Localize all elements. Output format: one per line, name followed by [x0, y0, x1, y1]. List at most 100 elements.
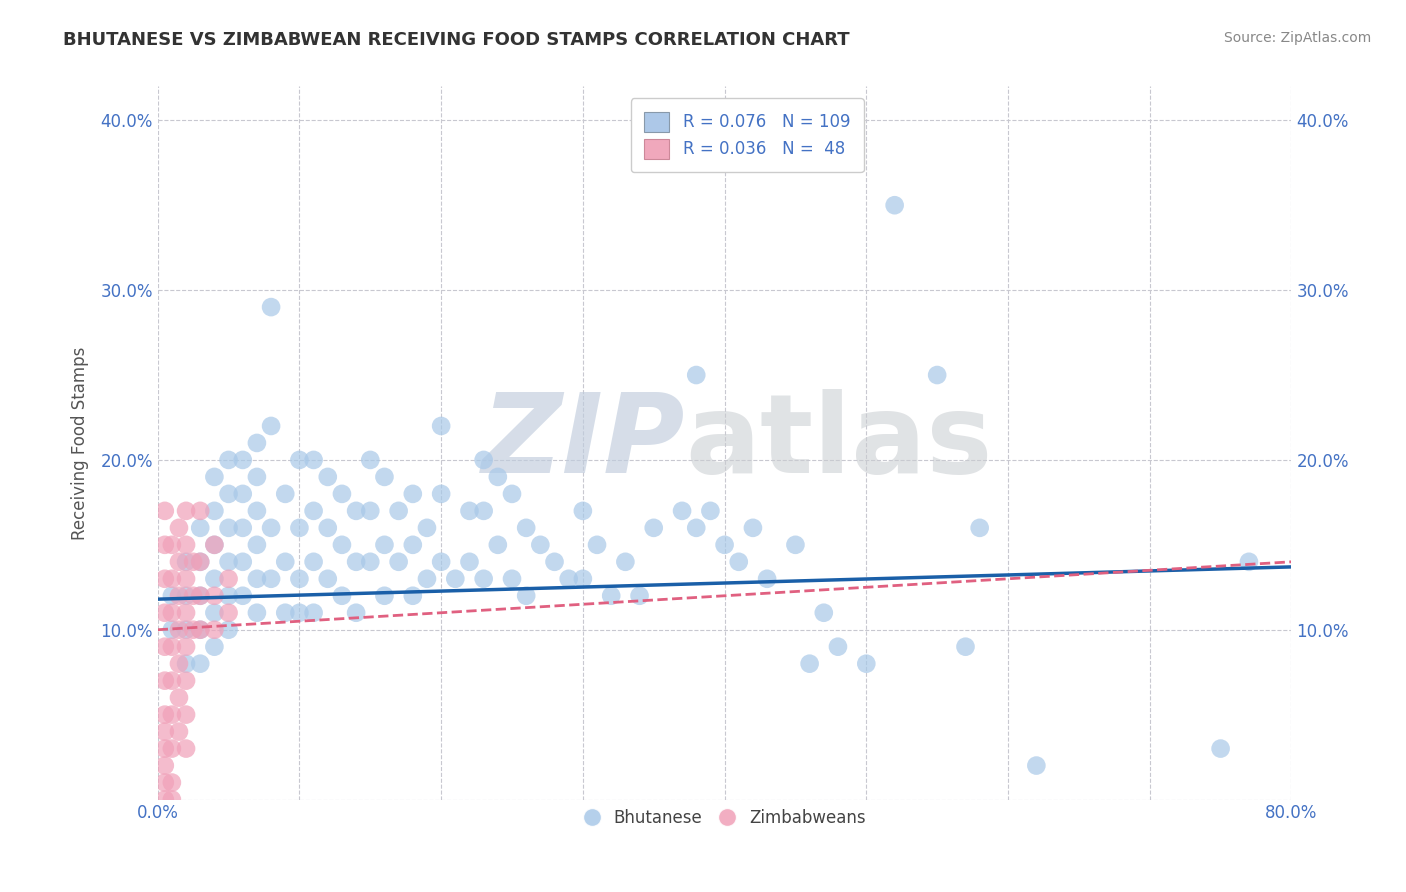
Point	[1237, 555, 1260, 569]
Point	[160, 623, 183, 637]
Point	[813, 606, 835, 620]
Point	[600, 589, 623, 603]
Point	[153, 640, 176, 654]
Point	[246, 436, 269, 450]
Point	[202, 589, 225, 603]
Point	[742, 521, 765, 535]
Point	[515, 521, 537, 535]
Point	[218, 453, 240, 467]
Point	[373, 470, 395, 484]
Point	[430, 487, 453, 501]
Point	[160, 589, 183, 603]
Point	[260, 521, 283, 535]
Point	[167, 724, 190, 739]
Point	[174, 741, 197, 756]
Point	[188, 623, 211, 637]
Point	[430, 419, 453, 434]
Point	[628, 589, 651, 603]
Point	[188, 589, 211, 603]
Point	[153, 792, 176, 806]
Point	[153, 504, 176, 518]
Point	[246, 606, 269, 620]
Point	[671, 504, 693, 518]
Point	[699, 504, 721, 518]
Point	[472, 504, 495, 518]
Point	[330, 538, 353, 552]
Point	[218, 572, 240, 586]
Point	[202, 572, 225, 586]
Point	[174, 572, 197, 586]
Point	[160, 606, 183, 620]
Point	[330, 589, 353, 603]
Point	[927, 368, 949, 382]
Point	[181, 623, 204, 637]
Point	[288, 453, 311, 467]
Point	[218, 589, 240, 603]
Point	[373, 538, 395, 552]
Point	[388, 555, 411, 569]
Point	[472, 453, 495, 467]
Point	[785, 538, 807, 552]
Point	[167, 657, 190, 671]
Point	[160, 741, 183, 756]
Point	[302, 555, 325, 569]
Point	[167, 521, 190, 535]
Legend: Bhutanese, Zimbabweans: Bhutanese, Zimbabweans	[576, 803, 872, 834]
Point	[316, 572, 339, 586]
Point	[288, 606, 311, 620]
Point	[218, 606, 240, 620]
Point	[153, 707, 176, 722]
Point	[246, 538, 269, 552]
Point	[188, 555, 211, 569]
Point	[458, 555, 481, 569]
Point	[232, 453, 254, 467]
Point	[153, 538, 176, 552]
Point	[486, 470, 509, 484]
Point	[302, 453, 325, 467]
Point	[501, 487, 523, 501]
Point	[586, 538, 609, 552]
Point	[359, 555, 381, 569]
Point	[174, 707, 197, 722]
Point	[174, 504, 197, 518]
Point	[188, 623, 211, 637]
Point	[557, 572, 579, 586]
Point	[260, 572, 283, 586]
Point	[402, 538, 425, 552]
Point	[827, 640, 849, 654]
Point	[955, 640, 977, 654]
Point	[232, 487, 254, 501]
Point	[344, 555, 367, 569]
Point	[501, 572, 523, 586]
Point	[316, 521, 339, 535]
Point	[430, 555, 453, 569]
Point	[727, 555, 749, 569]
Y-axis label: Receiving Food Stamps: Receiving Food Stamps	[72, 346, 89, 540]
Point	[181, 555, 204, 569]
Point	[160, 775, 183, 789]
Point	[246, 504, 269, 518]
Point	[572, 572, 595, 586]
Point	[969, 521, 991, 535]
Point	[218, 521, 240, 535]
Point	[883, 198, 905, 212]
Point	[174, 657, 197, 671]
Point	[388, 504, 411, 518]
Text: ZIP: ZIP	[481, 390, 685, 497]
Point	[486, 538, 509, 552]
Point	[472, 572, 495, 586]
Point	[260, 419, 283, 434]
Point	[188, 521, 211, 535]
Point	[614, 555, 637, 569]
Point	[529, 538, 551, 552]
Point	[218, 623, 240, 637]
Point	[359, 504, 381, 518]
Point	[232, 555, 254, 569]
Point	[373, 589, 395, 603]
Point	[188, 504, 211, 518]
Text: Source: ZipAtlas.com: Source: ZipAtlas.com	[1223, 31, 1371, 45]
Point	[572, 504, 595, 518]
Point	[188, 657, 211, 671]
Point	[167, 589, 190, 603]
Point	[167, 690, 190, 705]
